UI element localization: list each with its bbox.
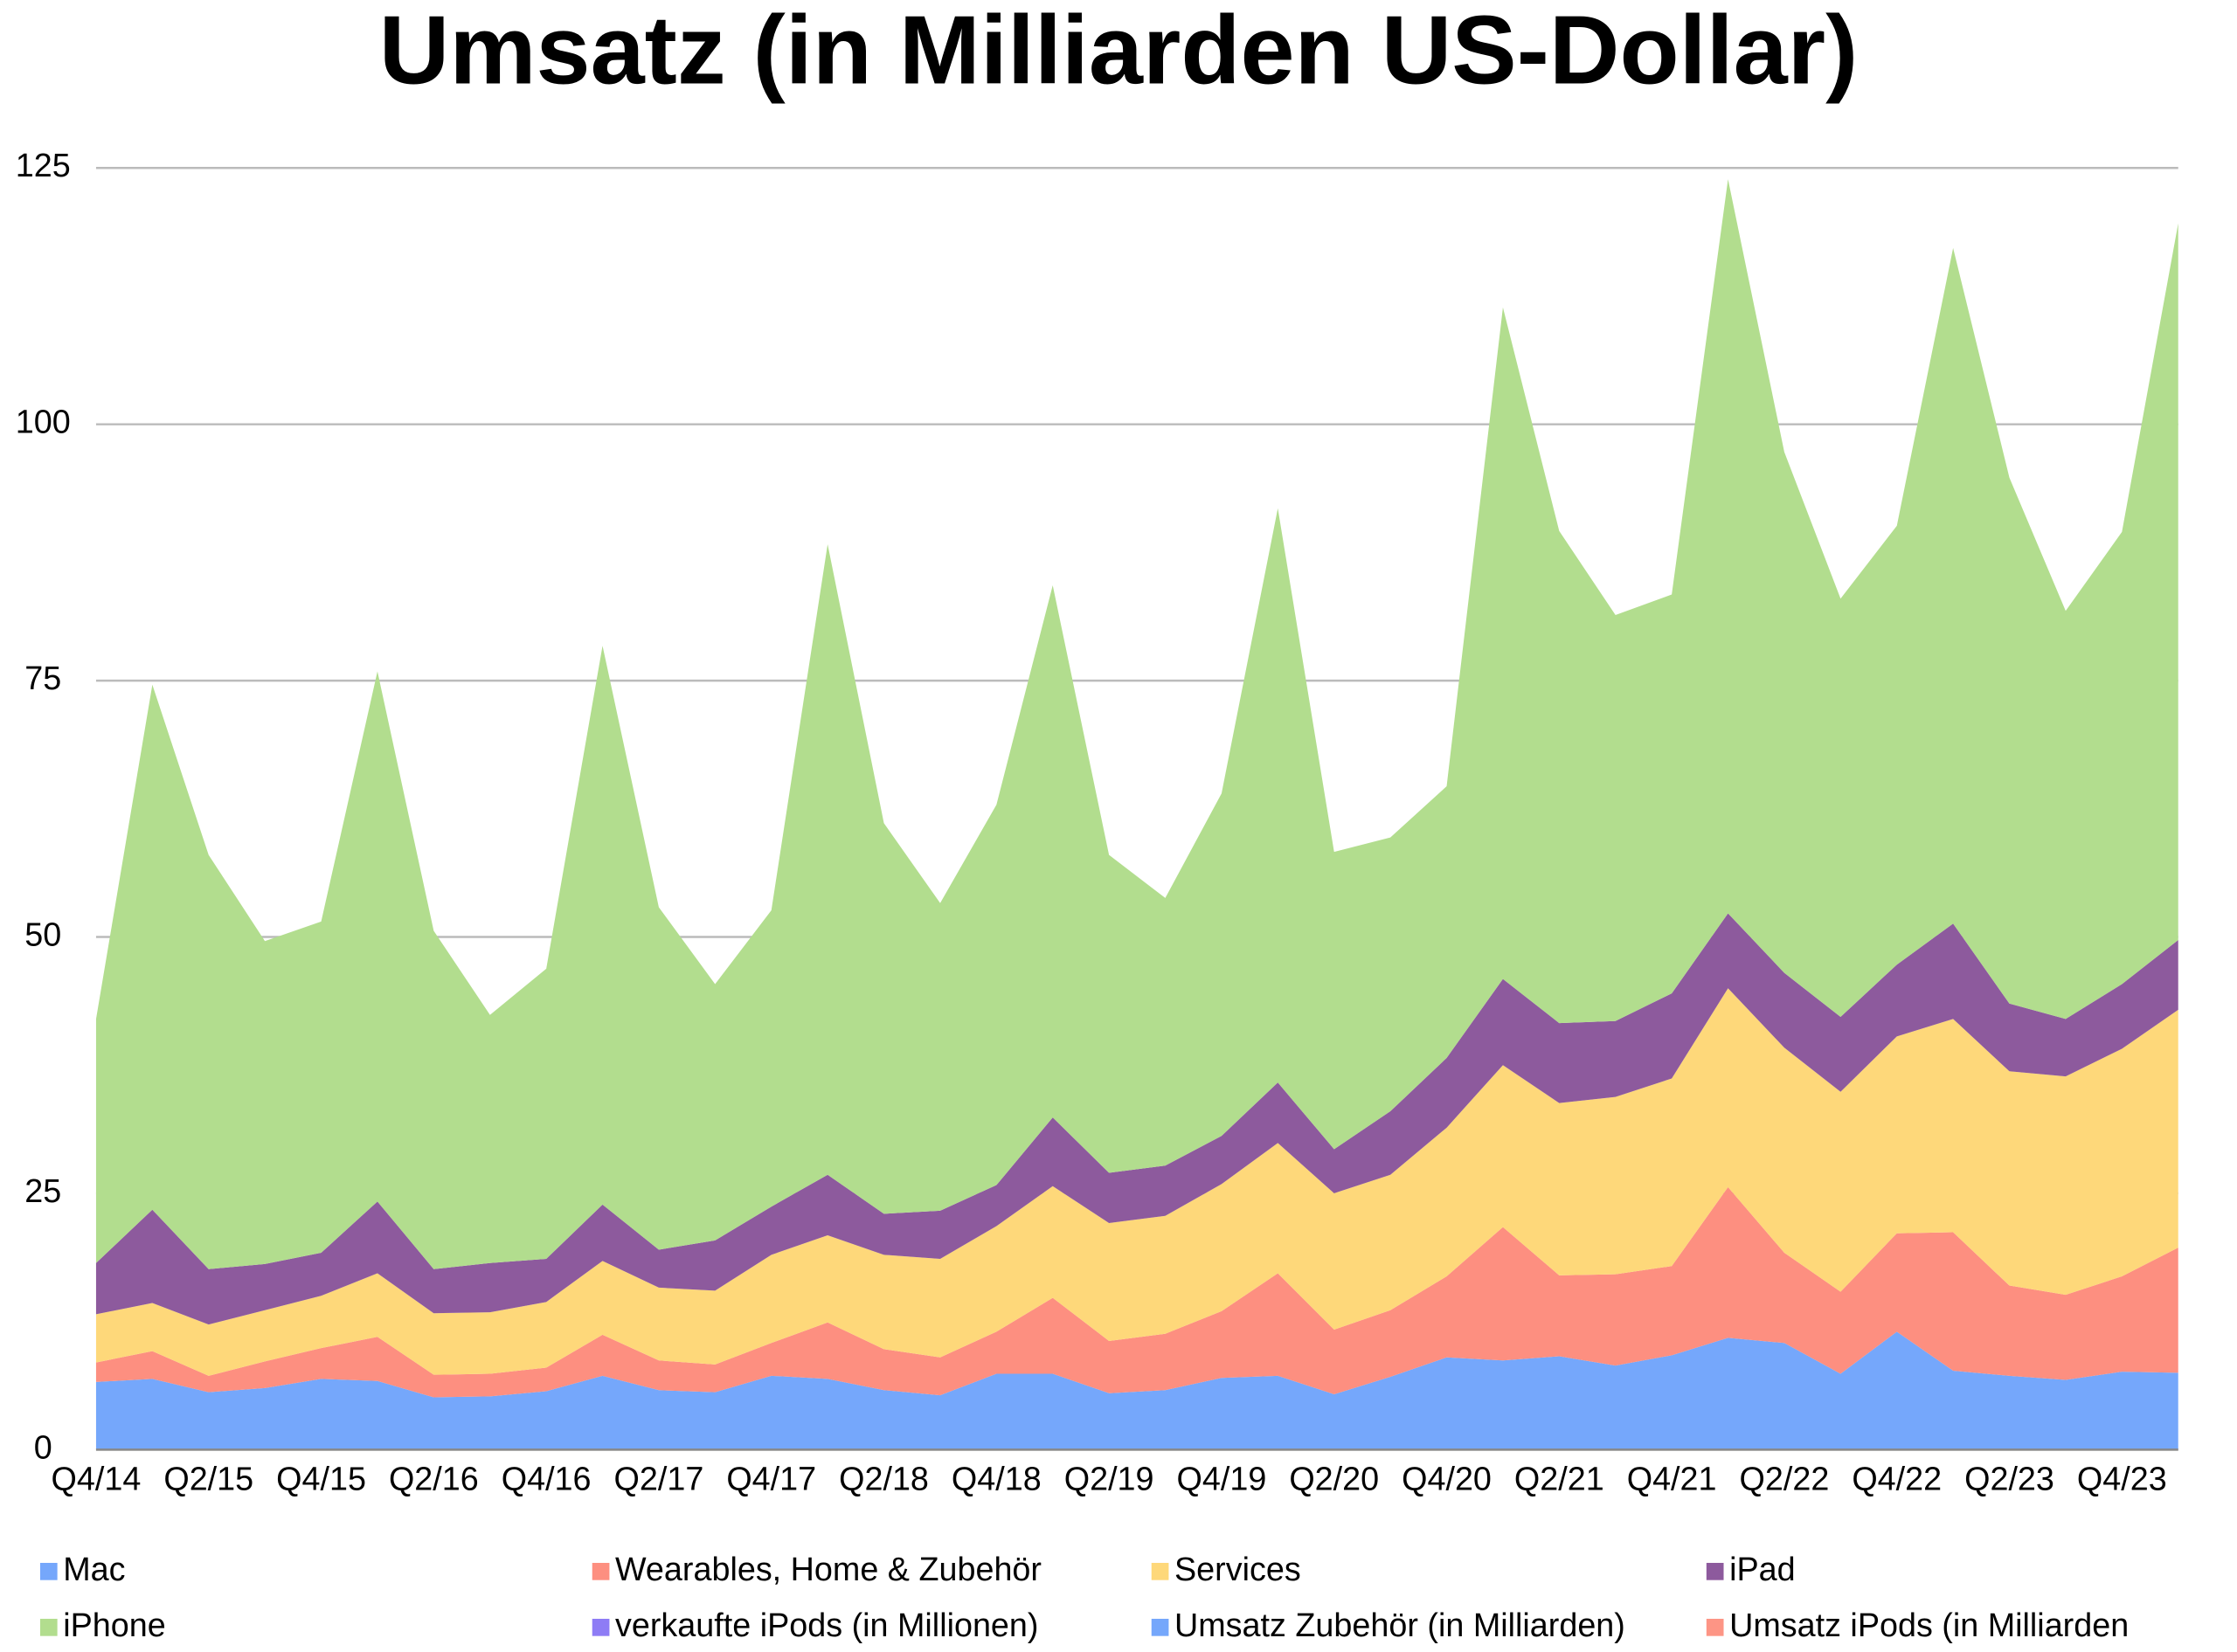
legend-label: Wearables, Home & Zubehör bbox=[615, 1551, 1042, 1587]
x-tick-label: Q4/17 bbox=[726, 1460, 816, 1496]
area bbox=[95, 913, 2178, 1325]
x-tick-label: Q2/18 bbox=[839, 1460, 929, 1496]
x-tick-label: Q4/22 bbox=[1852, 1460, 1942, 1496]
y-tick-label: 125 bbox=[16, 147, 71, 183]
x-tick-label: Q2/22 bbox=[1740, 1460, 1830, 1496]
y-tick-label: 100 bbox=[16, 404, 71, 440]
legend-label: verkaufte iPods (in Millionen) bbox=[615, 1607, 1038, 1643]
x-tick-label: Q2/15 bbox=[163, 1460, 253, 1496]
x-tick-label: Q2/21 bbox=[1514, 1460, 1604, 1496]
x-tick-label: Q2/17 bbox=[614, 1460, 704, 1496]
legend-label: Services bbox=[1174, 1551, 1301, 1587]
legend-swatch bbox=[1151, 1618, 1169, 1636]
area bbox=[95, 1186, 2178, 1398]
x-tick-label: Q2/23 bbox=[1964, 1460, 2054, 1496]
legend-label: iPad bbox=[1729, 1551, 1796, 1587]
x-tick-label: Q4/14 bbox=[52, 1460, 142, 1496]
legend-label: iPhone bbox=[63, 1607, 166, 1643]
legend-swatch bbox=[39, 1562, 58, 1580]
legend-swatch bbox=[39, 1618, 58, 1636]
area bbox=[95, 1331, 2178, 1450]
y-tick-label: 0 bbox=[34, 1428, 52, 1465]
legend-label: Umsatz iPods (in Milliarden bbox=[1729, 1607, 2129, 1643]
legend-swatch bbox=[592, 1618, 610, 1636]
x-tick-label: Q4/19 bbox=[1177, 1460, 1267, 1496]
x-tick-label: Q4/23 bbox=[2077, 1460, 2167, 1496]
x-tick-label: Q2/19 bbox=[1064, 1460, 1154, 1496]
x-tick-label: Q4/18 bbox=[952, 1460, 1042, 1496]
x-tick-label: Q4/15 bbox=[276, 1460, 366, 1496]
y-tick-label: 50 bbox=[24, 916, 61, 952]
area bbox=[95, 988, 2178, 1376]
x-tick-label: Q4/21 bbox=[1627, 1460, 1717, 1496]
legend-swatch bbox=[592, 1562, 610, 1580]
legend-swatch bbox=[1706, 1562, 1724, 1580]
x-tick-label: Q2/16 bbox=[389, 1460, 479, 1496]
area bbox=[95, 179, 2178, 1269]
y-tick-label: 75 bbox=[24, 660, 61, 696]
chart-title: Umsatz (in Milliarden US-Dollar) bbox=[379, 0, 1858, 104]
legend-swatch bbox=[1151, 1562, 1169, 1580]
legend-swatch bbox=[1706, 1618, 1724, 1636]
legend-label: Mac bbox=[63, 1551, 125, 1587]
x-tick-label: Q4/20 bbox=[1402, 1460, 1492, 1496]
x-tick-label: Q4/16 bbox=[502, 1460, 592, 1496]
x-tick-label: Q2/20 bbox=[1289, 1460, 1379, 1496]
legend-label: Umsatz Zubehör (in Milliarden) bbox=[1174, 1607, 1625, 1643]
y-tick-label: 25 bbox=[24, 1172, 61, 1209]
